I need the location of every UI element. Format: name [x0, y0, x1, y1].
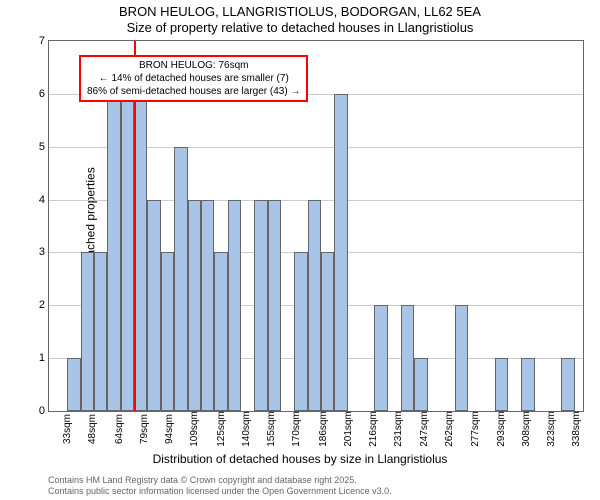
x-tick-label: 33sqm — [62, 414, 73, 444]
x-tick-label: 79sqm — [139, 414, 150, 444]
x-tick-label: 109sqm — [189, 411, 200, 447]
histogram-bar — [321, 252, 334, 411]
annotation-line1: ← 14% of detached houses are smaller (7) — [87, 72, 300, 85]
histogram-bar — [134, 94, 147, 411]
histogram-bar — [495, 358, 508, 411]
chart-title: BRON HEULOG, LLANGRISTIOLUS, BODORGAN, L… — [0, 4, 600, 19]
annotation-line2: 86% of semi-detached houses are larger (… — [87, 85, 300, 98]
footer-line1: Contains HM Land Registry data © Crown c… — [48, 475, 392, 487]
x-tick-label: 125sqm — [216, 411, 227, 447]
histogram-bar — [268, 200, 281, 411]
annotation-box: BRON HEULOG: 76sqm ← 14% of detached hou… — [79, 55, 308, 102]
x-tick-label: 277sqm — [470, 411, 481, 447]
y-tick-label: 2 — [39, 299, 45, 311]
x-tick-label: 293sqm — [496, 411, 507, 447]
x-tick-label: 231sqm — [393, 411, 404, 447]
x-tick-label: 94sqm — [164, 414, 175, 444]
histogram-bar — [174, 147, 187, 411]
histogram-bar — [294, 252, 307, 411]
chart-container: BRON HEULOG, LLANGRISTIOLUS, BODORGAN, L… — [0, 0, 600, 500]
histogram-bar — [374, 305, 387, 411]
histogram-bar — [147, 200, 160, 411]
x-tick-label: 308sqm — [521, 411, 532, 447]
x-axis-label: Distribution of detached houses by size … — [0, 452, 600, 466]
annotation-title: BRON HEULOG: 76sqm — [87, 59, 300, 72]
y-tick-label: 3 — [39, 246, 45, 258]
histogram-bar — [414, 358, 427, 411]
x-tick-label: 201sqm — [343, 411, 354, 447]
histogram-bar — [188, 200, 201, 411]
y-tick-label: 1 — [39, 352, 45, 364]
x-tick-label: 323sqm — [546, 411, 557, 447]
chart-subtitle: Size of property relative to detached ho… — [0, 20, 600, 35]
y-tick-label: 0 — [39, 405, 45, 417]
histogram-bar — [214, 252, 227, 411]
y-tick-label: 7 — [39, 35, 45, 47]
y-tick-label: 5 — [39, 141, 45, 153]
histogram-bar — [561, 358, 574, 411]
plot-area: BRON HEULOG: 76sqm ← 14% of detached hou… — [48, 40, 584, 412]
x-tick-label: 262sqm — [444, 411, 455, 447]
histogram-bar — [201, 200, 214, 411]
x-tick-label: 186sqm — [318, 411, 329, 447]
histogram-bar — [401, 305, 414, 411]
footer-text: Contains HM Land Registry data © Crown c… — [48, 475, 392, 498]
y-tick-label: 4 — [39, 194, 45, 206]
histogram-bar — [521, 358, 534, 411]
x-tick-label: 48sqm — [87, 414, 98, 444]
histogram-bar — [308, 200, 321, 411]
histogram-bar — [121, 94, 134, 411]
histogram-bar — [161, 252, 174, 411]
histogram-bar — [455, 305, 468, 411]
histogram-bar — [94, 252, 107, 411]
x-tick-label: 216sqm — [368, 411, 379, 447]
histogram-bar — [81, 252, 94, 411]
histogram-bar — [254, 200, 267, 411]
x-tick-label: 155sqm — [266, 411, 277, 447]
histogram-bar — [228, 200, 241, 411]
x-tick-label: 140sqm — [241, 411, 252, 447]
footer-line2: Contains public sector information licen… — [48, 486, 392, 498]
histogram-bar — [334, 94, 347, 411]
y-tick-label: 6 — [39, 88, 45, 100]
histogram-bar — [107, 94, 120, 411]
histogram-bar — [67, 358, 80, 411]
x-tick-label: 338sqm — [571, 411, 582, 447]
x-tick-label: 64sqm — [114, 414, 125, 444]
x-tick-label: 170sqm — [291, 411, 302, 447]
x-tick-label: 247sqm — [419, 411, 430, 447]
